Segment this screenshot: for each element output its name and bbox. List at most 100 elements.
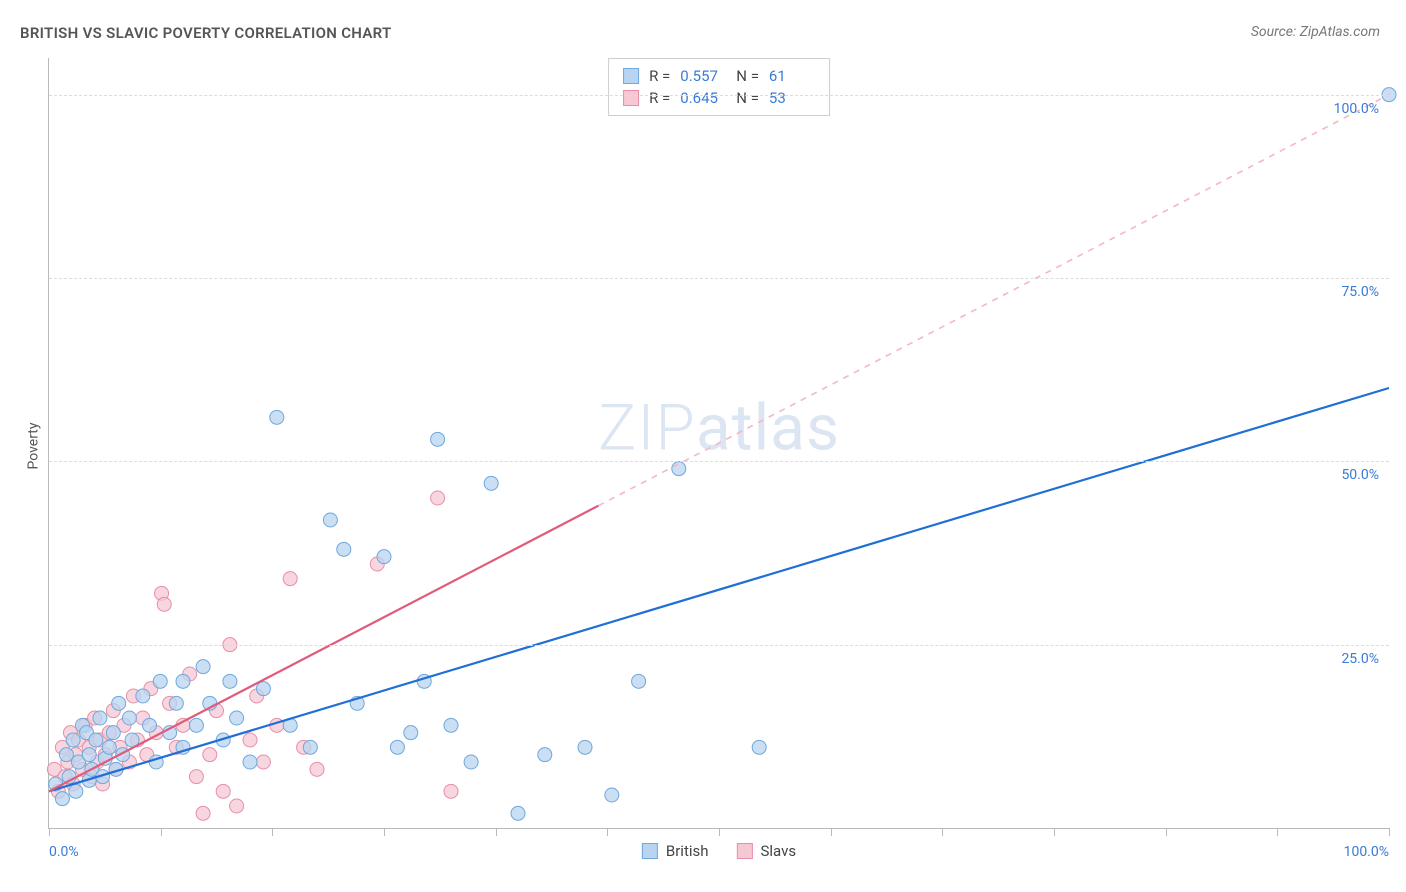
series-legend-item-slavs: Slavs bbox=[737, 842, 797, 860]
legend-n-value: 61 bbox=[769, 65, 815, 87]
data-point-british bbox=[153, 674, 167, 688]
x-tick bbox=[49, 828, 50, 836]
x-tick bbox=[272, 828, 273, 836]
x-tick bbox=[942, 828, 943, 836]
legend-r-label: R = bbox=[649, 65, 670, 87]
data-point-british bbox=[404, 726, 418, 740]
data-point-british bbox=[169, 696, 183, 710]
data-point-british bbox=[223, 674, 237, 688]
legend-swatch bbox=[737, 843, 753, 859]
data-point-british bbox=[143, 718, 157, 732]
x-axis-min-label: 0.0% bbox=[49, 844, 79, 860]
data-point-british bbox=[189, 718, 203, 732]
data-point-british bbox=[112, 696, 126, 710]
x-tick bbox=[384, 828, 385, 836]
data-point-british bbox=[538, 748, 552, 762]
data-point-british bbox=[136, 689, 150, 703]
data-point-slavs bbox=[230, 799, 244, 813]
y-tick-label: 25.0% bbox=[1341, 651, 1379, 667]
x-tick bbox=[1054, 828, 1055, 836]
legend-r-value: 0.645 bbox=[680, 87, 726, 109]
series-legend-label: Slavs bbox=[761, 842, 797, 860]
data-point-british bbox=[89, 733, 103, 747]
y-axis-label: Poverty bbox=[26, 422, 42, 469]
data-point-british bbox=[82, 748, 96, 762]
data-point-slavs bbox=[283, 572, 297, 586]
y-tick-label: 100.0% bbox=[1334, 101, 1379, 117]
legend-r-value: 0.557 bbox=[680, 65, 726, 87]
data-point-british bbox=[377, 550, 391, 564]
data-point-british bbox=[323, 513, 337, 527]
x-tick bbox=[719, 828, 720, 836]
series-legend: British Slavs bbox=[642, 842, 796, 860]
data-point-slavs bbox=[243, 733, 257, 747]
x-axis-max-label: 100.0% bbox=[1344, 844, 1389, 860]
data-point-slavs bbox=[256, 755, 270, 769]
data-point-slavs bbox=[216, 784, 230, 798]
y-tick-label: 50.0% bbox=[1341, 467, 1379, 483]
gridline bbox=[49, 645, 1389, 646]
data-point-british bbox=[270, 410, 284, 424]
data-point-british bbox=[256, 682, 270, 696]
data-point-british bbox=[390, 740, 404, 754]
data-point-british bbox=[511, 806, 525, 820]
data-point-british bbox=[752, 740, 766, 754]
data-point-british bbox=[484, 476, 498, 490]
legend-swatch bbox=[623, 68, 639, 84]
data-point-british bbox=[55, 792, 69, 806]
data-point-british bbox=[672, 462, 686, 476]
chart-title: BRITISH VS SLAVIC POVERTY CORRELATION CH… bbox=[20, 24, 392, 42]
data-point-slavs bbox=[310, 762, 324, 776]
data-point-british bbox=[196, 660, 210, 674]
data-point-slavs bbox=[189, 770, 203, 784]
data-point-british bbox=[230, 711, 244, 725]
data-point-british bbox=[69, 784, 83, 798]
data-point-slavs bbox=[203, 748, 217, 762]
gridline bbox=[49, 278, 1389, 279]
data-point-british bbox=[243, 755, 257, 769]
data-point-british bbox=[106, 726, 120, 740]
data-point-british bbox=[66, 733, 80, 747]
data-point-british bbox=[93, 711, 107, 725]
x-tick bbox=[161, 828, 162, 836]
x-tick bbox=[831, 828, 832, 836]
trendline-dash-slavs bbox=[598, 95, 1389, 506]
data-point-slavs bbox=[196, 806, 210, 820]
trendline-slavs bbox=[49, 506, 598, 792]
series-legend-item-british: British bbox=[642, 842, 709, 860]
x-tick bbox=[607, 828, 608, 836]
data-point-british bbox=[464, 755, 478, 769]
plot-svg bbox=[49, 58, 1389, 828]
data-point-british bbox=[632, 674, 646, 688]
legend-n-label: N = bbox=[736, 65, 759, 87]
legend-swatch bbox=[623, 90, 639, 106]
x-tick bbox=[1277, 828, 1278, 836]
gridline bbox=[49, 461, 1389, 462]
data-point-british bbox=[444, 718, 458, 732]
data-point-slavs bbox=[431, 491, 445, 505]
data-point-british bbox=[431, 432, 445, 446]
data-point-british bbox=[102, 740, 116, 754]
data-point-british bbox=[59, 748, 73, 762]
trendline-british bbox=[49, 388, 1389, 791]
series-legend-label: British bbox=[666, 842, 709, 860]
legend-swatch bbox=[642, 843, 658, 859]
legend-row-slavs: R =0.645N =53 bbox=[623, 87, 815, 109]
data-point-british bbox=[176, 674, 190, 688]
source-name: ZipAtlas.com bbox=[1300, 24, 1380, 40]
x-tick bbox=[496, 828, 497, 836]
data-point-british bbox=[605, 788, 619, 802]
correlation-legend: R = 0.557 N = 61R = 0.645 N = 53 bbox=[608, 58, 830, 116]
data-point-british bbox=[122, 711, 136, 725]
data-point-british bbox=[578, 740, 592, 754]
data-point-slavs bbox=[157, 597, 171, 611]
y-tick-label: 75.0% bbox=[1341, 284, 1379, 300]
data-point-slavs bbox=[444, 784, 458, 798]
scatter-chart: ZIPatlas R =0.557N =61R =0.645N =53 0.0%… bbox=[48, 58, 1389, 829]
gridline bbox=[49, 95, 1389, 96]
source-attribution: Source: ZipAtlas.com bbox=[1251, 24, 1380, 40]
x-tick bbox=[1389, 828, 1390, 836]
legend-r-label: R = bbox=[649, 87, 670, 109]
legend-n-value: 53 bbox=[769, 87, 815, 109]
legend-row-british: R = 0.557 N = 61 bbox=[623, 65, 815, 87]
